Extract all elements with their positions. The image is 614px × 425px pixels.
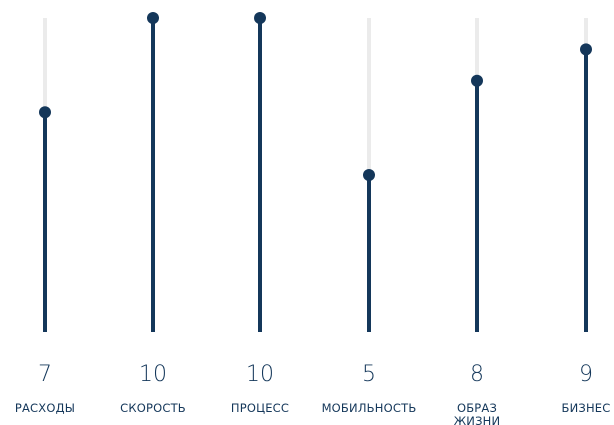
value-label: 7 [38, 362, 52, 387]
data-point [39, 106, 51, 119]
category-label: МОБИЛЬНОСТЬ [322, 401, 417, 415]
bar-layer [43, 18, 588, 332]
category-label: РАСХОДЫ [15, 401, 75, 415]
value-label: 9 [579, 362, 593, 387]
data-point [147, 12, 159, 24]
value-label-layer: 7 10 10 5 8 9 [38, 362, 593, 387]
category-label: ОБРАЗ ЖИЗНИ [454, 401, 501, 425]
category-label-line: ОБРАЗ [457, 401, 497, 415]
data-point [580, 43, 592, 56]
value-label: 10 [139, 362, 167, 387]
category-label: ПРОЦЕСС [231, 401, 289, 415]
data-point [254, 12, 266, 24]
marker-layer [39, 12, 592, 181]
data-point [471, 74, 483, 87]
category-label: БИЗНЕС [561, 401, 610, 415]
data-point [363, 169, 375, 181]
category-label-layer: РАСХОДЫ СКОРОСТЬ ПРОЦЕСС МОБИЛЬНОСТЬ ОБРАЗ ЖИ… [15, 401, 610, 425]
value-label: 10 [246, 362, 274, 387]
value-label: 5 [362, 362, 376, 387]
category-label: СКОРОСТЬ [120, 401, 186, 415]
category-label-line: ЖИЗНИ [454, 414, 501, 425]
value-label: 8 [470, 362, 484, 387]
track-layer [43, 18, 588, 332]
